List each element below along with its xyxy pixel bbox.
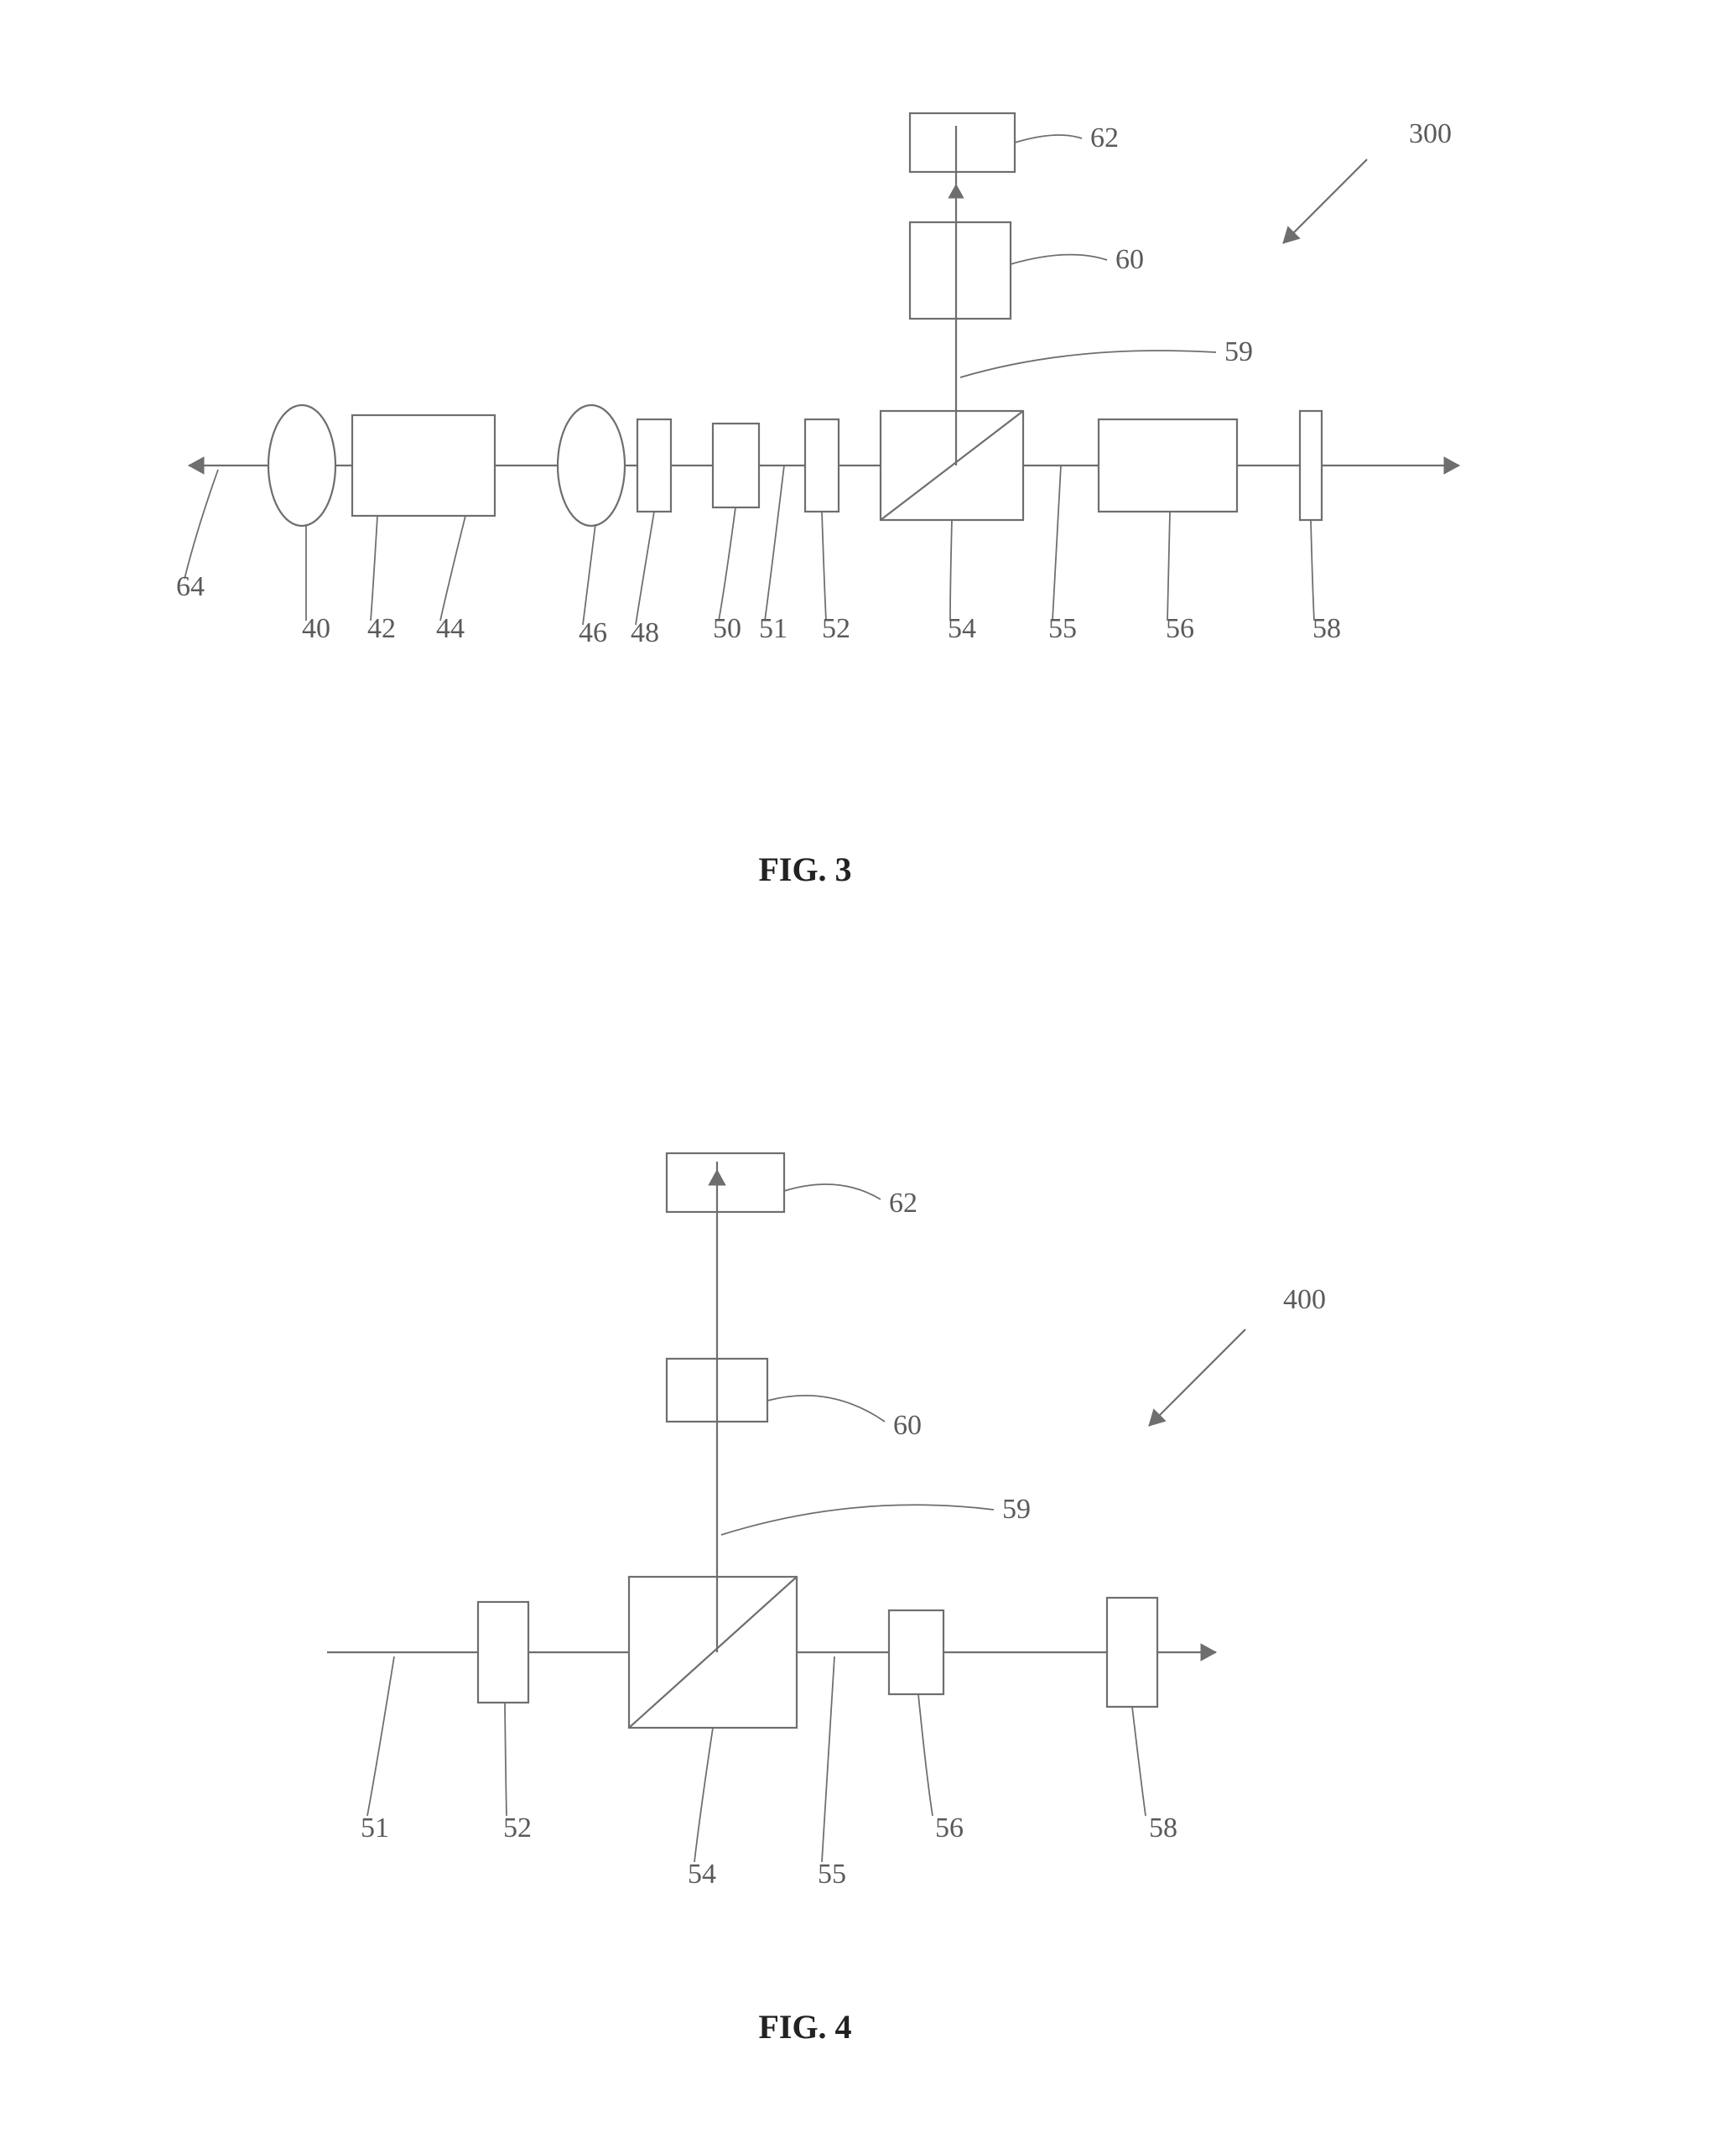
arrowhead bbox=[1444, 457, 1459, 474]
arrowhead bbox=[949, 185, 964, 198]
ref-label-52: 52 bbox=[503, 1812, 532, 1844]
leader-60 bbox=[1011, 255, 1107, 264]
block-r56 bbox=[1099, 419, 1237, 512]
leader-54 bbox=[950, 520, 952, 621]
ref-label-52: 52 bbox=[822, 613, 850, 644]
ref-label-55: 55 bbox=[818, 1859, 846, 1890]
block-r62 bbox=[910, 113, 1015, 172]
ref-label-58: 58 bbox=[1149, 1812, 1177, 1844]
ref-label-56: 56 bbox=[935, 1812, 964, 1844]
leader-55 bbox=[1053, 465, 1061, 621]
leader-48 bbox=[636, 512, 654, 625]
ref-label-56: 56 bbox=[1166, 613, 1194, 644]
block-r52 bbox=[478, 1602, 528, 1703]
leader-56 bbox=[918, 1694, 933, 1816]
leader-59 bbox=[960, 351, 1216, 377]
leader-59 bbox=[721, 1505, 994, 1535]
figure-caption: FIG. 3 bbox=[758, 850, 851, 888]
lens-e46 bbox=[558, 405, 625, 526]
leader-50 bbox=[719, 507, 735, 621]
ref-label-50: 50 bbox=[713, 613, 741, 644]
ref-label-51: 51 bbox=[759, 613, 787, 644]
ref-label-60: 60 bbox=[1115, 244, 1144, 275]
block-r52 bbox=[805, 419, 839, 512]
ref-label-64: 64 bbox=[176, 571, 205, 602]
leader-51 bbox=[765, 465, 784, 621]
ref-label-44: 44 bbox=[436, 613, 465, 644]
leader-52 bbox=[505, 1703, 507, 1816]
block-r56 bbox=[889, 1610, 943, 1694]
leader-46 bbox=[583, 524, 595, 625]
figure-caption: FIG. 4 bbox=[758, 2008, 851, 2046]
ref-label-58: 58 bbox=[1312, 613, 1341, 644]
ref-label-40: 40 bbox=[302, 613, 330, 644]
leader-60 bbox=[767, 1396, 885, 1422]
ref-label-59: 59 bbox=[1002, 1494, 1031, 1525]
ref-label-54: 54 bbox=[948, 613, 976, 644]
block-r48 bbox=[637, 419, 671, 512]
ref-label-51: 51 bbox=[361, 1812, 389, 1844]
leader-62 bbox=[784, 1184, 881, 1199]
leader-52 bbox=[822, 512, 826, 621]
ref-label-55: 55 bbox=[1048, 613, 1077, 644]
assembly-ref-400: 400 bbox=[1283, 1284, 1326, 1315]
ref-label-62: 62 bbox=[889, 1188, 917, 1219]
leader-55 bbox=[822, 1656, 834, 1862]
ref-label-48: 48 bbox=[631, 617, 659, 648]
leader-42 bbox=[371, 516, 377, 621]
leader-58 bbox=[1311, 520, 1314, 621]
ref-label-42: 42 bbox=[367, 613, 396, 644]
block-r62 bbox=[667, 1153, 784, 1212]
block-r50 bbox=[713, 424, 759, 507]
ref-label-59: 59 bbox=[1224, 336, 1253, 367]
ref-label-46: 46 bbox=[579, 617, 607, 648]
arrowhead bbox=[1201, 1644, 1216, 1661]
block-r42_44 bbox=[352, 415, 495, 516]
ref-label-54: 54 bbox=[688, 1859, 716, 1890]
leader-44 bbox=[440, 516, 465, 621]
block-r58 bbox=[1107, 1598, 1157, 1707]
leader-51 bbox=[367, 1656, 394, 1816]
ref-label-62: 62 bbox=[1090, 122, 1119, 153]
leader-54 bbox=[694, 1728, 713, 1862]
arrowhead bbox=[189, 457, 204, 474]
assembly-ref-300: 300 bbox=[1409, 118, 1452, 149]
leader-64 bbox=[185, 470, 218, 579]
lens-e40 bbox=[268, 405, 335, 526]
leader-62 bbox=[1015, 135, 1082, 143]
leader-56 bbox=[1167, 512, 1170, 621]
leader-58 bbox=[1132, 1707, 1146, 1816]
block-r60 bbox=[910, 222, 1011, 319]
ref-label-60: 60 bbox=[893, 1410, 922, 1441]
block-r58 bbox=[1300, 411, 1322, 520]
